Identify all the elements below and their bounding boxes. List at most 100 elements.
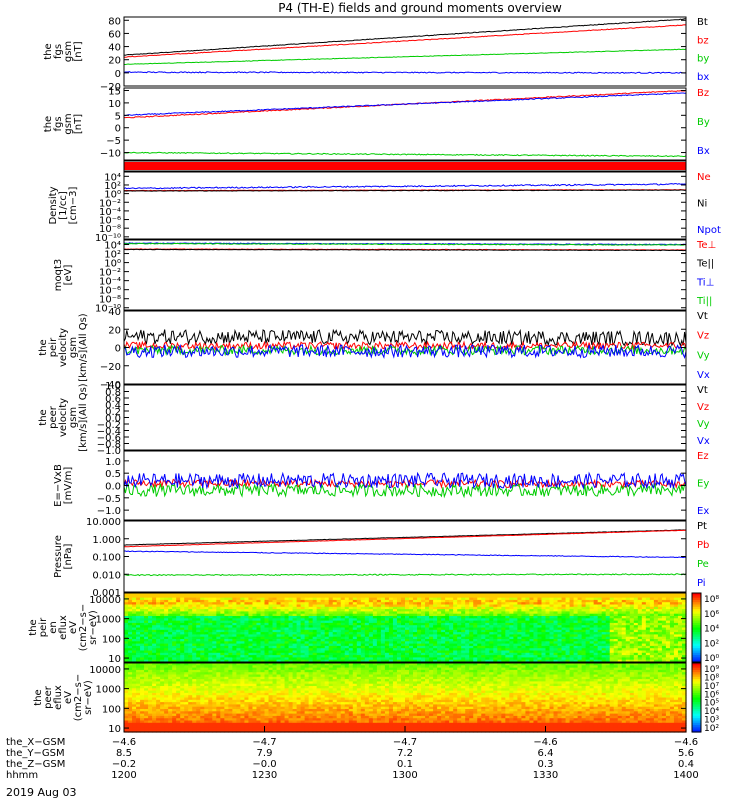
y-tick-label: −5 (106, 136, 121, 147)
y-axis-label: [eV] (63, 265, 74, 286)
legend-label: bz (697, 35, 709, 46)
y-tick-label: 20 (108, 325, 121, 336)
y-tick-label: −10 (100, 149, 121, 160)
panel-4: 10⁴10²10⁰10⁻²10⁻⁴10⁻⁶10⁻⁸10⁻¹⁰Density[1/… (48, 172, 721, 244)
spectrogram-cells (124, 663, 687, 733)
panel-5: 10⁴10²10⁰10⁻²10⁻⁴10⁻⁶10⁻⁸10⁻¹⁰moqt3[eV]T… (53, 240, 716, 315)
legend-label: Te⊥ (696, 240, 716, 251)
legend-label: Ey (697, 479, 709, 490)
legend-label: Vx (697, 436, 710, 447)
y-tick-label: 20 (108, 56, 121, 67)
series-line-npot (124, 184, 686, 189)
y-tick-label: 0 (115, 69, 121, 80)
legend-label: Vz (697, 402, 709, 413)
panel-frame (124, 88, 686, 160)
legend-label: Pb (697, 540, 709, 551)
y-tick-label: 80 (108, 16, 121, 27)
series-line-by (124, 152, 686, 156)
y-tick-label: 15 (108, 86, 121, 97)
series-line-vx (124, 345, 686, 358)
y-tick-label: 10000 (89, 595, 121, 606)
series-line-pb (124, 530, 686, 547)
legend-label: Vy (697, 419, 710, 430)
y-axis-label: sr−eV) (88, 610, 99, 645)
panel-7: 1.00.80.60.40.20.0−0.2−0.4−0.6−0.8−1.0th… (38, 381, 710, 457)
y-tick-label: 1000 (96, 615, 121, 626)
legend-label: bx (697, 72, 709, 83)
colorbar-tick-label: 10⁶ (704, 610, 719, 620)
y-axis-label: [mV/m] (63, 467, 74, 505)
y-tick-label: 1.0 (105, 457, 121, 468)
y-axis-label: [km/s](All Qs) (78, 313, 89, 381)
y-tick-label: 0 (115, 344, 121, 355)
legend-label: Ti|| (696, 296, 712, 307)
legend-label: Ti⊥ (696, 277, 714, 288)
colorbar: 10⁸ 10⁶ 10⁴ 10² 10⁰ (692, 593, 719, 664)
legend-label: Pt (697, 521, 707, 532)
series-line-pi (124, 551, 686, 558)
y-tick-label: 40 (108, 307, 121, 318)
legend-label: Ez (697, 451, 709, 462)
y-tick-label: 5 (115, 111, 121, 122)
y-tick-label: 40 (108, 43, 121, 54)
plot-title: P4 (TH-E) fields and ground moments over… (278, 1, 562, 15)
series-line-bt (124, 19, 686, 55)
y-tick-label: 0.0 (105, 482, 121, 493)
series-line-by (124, 49, 686, 65)
panel-3 (124, 161, 686, 171)
y-tick-label: 10 (108, 654, 121, 665)
y-tick-label: 0.100 (92, 553, 121, 564)
legend-label: Bt (697, 17, 708, 28)
legend-label: Vz (697, 331, 709, 342)
series-line-ni (124, 190, 686, 191)
legend-label: By (697, 117, 710, 128)
y-tick-label: 10 (108, 99, 121, 110)
y-axis-label: [nT] (73, 114, 84, 134)
legend-label: Bx (697, 146, 710, 157)
series-line-bx (124, 72, 686, 74)
panel-11: 10⁹10⁸10⁷10⁶10⁵10⁴10³10²10000100010010th… (33, 663, 719, 735)
series-line-bz (124, 25, 686, 58)
series-line-bx (124, 93, 686, 116)
colorbar-tick-label: 10⁰ (704, 654, 719, 664)
y-tick-label: 0 (115, 124, 121, 135)
y-tick-label: 1.000 (92, 535, 121, 546)
y-axis-label: [cm−3] (68, 187, 79, 225)
panel-frame (124, 385, 686, 450)
legend-label: Ne (697, 172, 711, 183)
y-tick-label: −20 (100, 362, 121, 373)
legend-label: Npot (697, 225, 721, 236)
colorbar-tick-label: 10² (704, 639, 719, 649)
colorbar-tick-label: 10⁴ (704, 625, 719, 635)
y-axis-label: [nPa] (63, 543, 74, 569)
legend-label: Te|| (696, 259, 714, 270)
series-line-pe (124, 574, 686, 576)
y-axis-label: [nT] (73, 41, 84, 61)
y-tick-label: 0.5 (105, 469, 121, 480)
legend-label: Bz (697, 88, 709, 99)
colorbar-tick-label: 10⁸ (704, 595, 719, 605)
y-tick-label: −1.0 (97, 506, 121, 517)
legend-label: by (697, 54, 709, 65)
y-tick-label: 60 (108, 29, 121, 40)
panel-frame (124, 172, 686, 239)
legend-label: Pe (697, 559, 709, 570)
y-tick-label: −0.5 (97, 494, 121, 505)
panel-9: 10.0001.0000.1000.0100.001Pressure[nPa]P… (53, 517, 709, 599)
legend-label: Pi (697, 578, 706, 589)
legend-label: Ni (697, 199, 707, 210)
red-band (124, 162, 686, 170)
y-axis-label: [km/s](All Qs) (78, 383, 89, 451)
y-tick-label: 0.010 (92, 570, 121, 581)
y-tick-label: −1.0 (97, 446, 121, 457)
y-tick-label: 10.000 (86, 517, 121, 528)
legend-label: Ex (697, 506, 709, 517)
